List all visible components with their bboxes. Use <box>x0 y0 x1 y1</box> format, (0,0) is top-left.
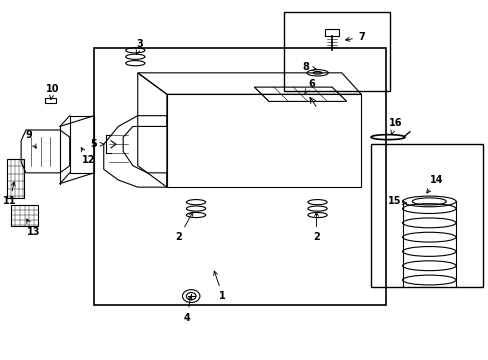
Text: 11: 11 <box>3 182 17 206</box>
Text: 1: 1 <box>213 271 226 301</box>
Text: 15: 15 <box>387 197 406 206</box>
Text: 2: 2 <box>312 212 319 242</box>
Text: 3: 3 <box>136 39 143 55</box>
Bar <box>94 48 385 305</box>
Text: 7: 7 <box>345 32 364 42</box>
Text: 10: 10 <box>46 84 60 99</box>
Bar <box>283 12 389 91</box>
Text: 2: 2 <box>175 212 192 242</box>
Bar <box>324 29 339 36</box>
Text: 5: 5 <box>90 139 103 149</box>
Bar <box>370 144 482 287</box>
Text: 9: 9 <box>25 130 36 148</box>
Text: 13: 13 <box>26 219 40 237</box>
Text: 14: 14 <box>426 175 443 193</box>
Text: 12: 12 <box>81 148 95 165</box>
Text: 6: 6 <box>304 78 314 94</box>
Bar <box>45 98 56 103</box>
Text: 16: 16 <box>388 118 401 134</box>
Text: 4: 4 <box>183 296 192 323</box>
Text: 8: 8 <box>301 62 316 72</box>
